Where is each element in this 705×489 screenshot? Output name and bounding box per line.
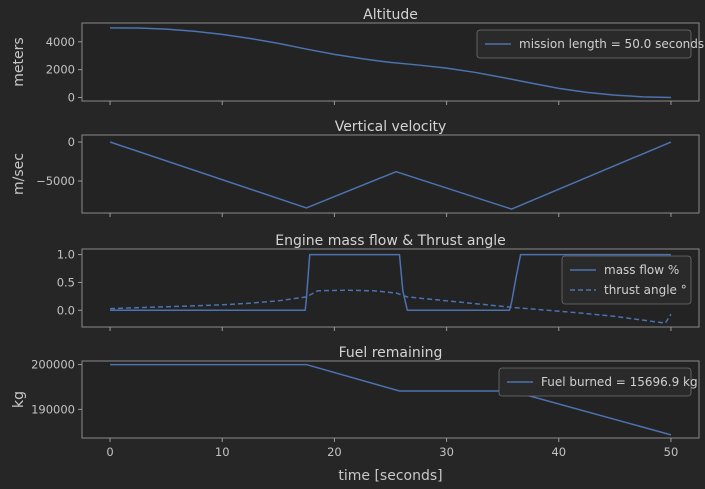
legend-box — [561, 255, 692, 305]
y-axis-label: meters — [11, 37, 27, 86]
x-tick-label: 0 — [106, 445, 113, 459]
series-line-2 — [110, 289, 672, 324]
x-axis-label: time [seconds] — [338, 468, 442, 484]
y-tick-label: 0 — [68, 91, 75, 105]
legend: Fuel burned = 15696.9 kg — [498, 367, 698, 397]
y-tick-label: 2000 — [46, 63, 75, 77]
x-tick-label: 30 — [439, 445, 454, 459]
y-tick-label: 200000 — [31, 358, 75, 372]
y-tick-label: 1.0 — [57, 248, 75, 262]
x-tick-label: 10 — [215, 445, 230, 459]
legend-box — [498, 367, 692, 397]
y-axis-label: kg — [11, 391, 27, 408]
y-tick-label: 0 — [68, 135, 75, 149]
panel-3: Engine mass flow & Thrust angle 0.0 0.5 1.0… — [57, 233, 700, 331]
x-tick-label: 40 — [551, 445, 566, 459]
legend: mass flow % thrust angle ° — [561, 255, 692, 305]
panel-4: Fuel remaining kg 190000 200000 0 10 20 30 40 50 F… — [11, 345, 700, 459]
series-line-1 — [110, 27, 671, 99]
chart-title: Vertical velocity — [335, 119, 447, 135]
y-tick-label: 0.5 — [57, 275, 75, 289]
legend-entry: mission length = 50.0 seconds — [519, 37, 704, 51]
legend-entry: mass flow % — [604, 263, 679, 277]
y-tick-label: 4000 — [46, 35, 75, 49]
series-line-1 — [110, 253, 671, 312]
y-axis-label: m/sec — [11, 153, 27, 195]
legend-entry: thrust angle ° — [604, 283, 687, 297]
panel-1: Altitude meters 0 2000 4000 mission length = … — [11, 7, 704, 105]
y-tick-label: 0.0 — [57, 303, 75, 317]
legend: mission length = 50.0 seconds — [476, 29, 704, 59]
legend-entry: Fuel burned = 15696.9 kg — [541, 375, 698, 389]
x-tick-label: 20 — [327, 445, 342, 459]
y-tick-label: −5000 — [36, 174, 75, 188]
series-line-1 — [109, 141, 672, 210]
legend-box — [476, 29, 692, 59]
chart-title: Altitude — [363, 7, 418, 23]
chart-title: Engine mass flow & Thrust angle — [275, 233, 505, 249]
panel-2: Vertical velocity m/sec −5000 0 — [11, 119, 700, 217]
x-tick-label: 50 — [664, 445, 679, 459]
y-tick-label: 190000 — [31, 402, 75, 416]
series-line-1 — [110, 363, 672, 436]
chart-title: Fuel remaining — [339, 345, 443, 361]
